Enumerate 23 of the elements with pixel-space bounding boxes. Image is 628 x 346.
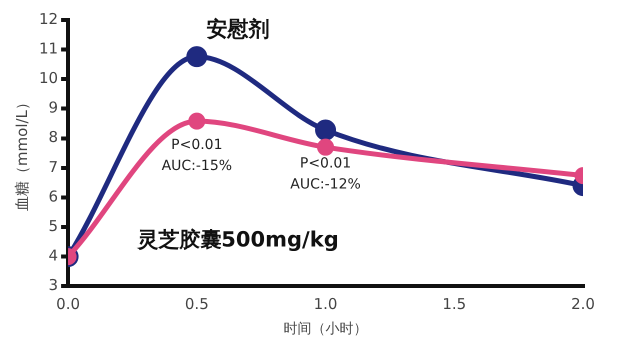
y-tick-label: 5: [48, 216, 58, 235]
y-tick-label: 12: [38, 10, 58, 28]
x-tick-label: 1.5: [442, 295, 466, 314]
y-tick-label: 8: [48, 128, 58, 146]
y-tick-label: 7: [48, 158, 58, 176]
annotation: P<0.01: [300, 155, 352, 172]
x-tick-label: 0.0: [56, 295, 80, 314]
y-tick-label: 9: [48, 98, 58, 117]
annotation: P<0.01: [171, 136, 222, 153]
y-tick-label: 6: [48, 187, 58, 206]
x-axis-title: 时间（小时）: [284, 321, 368, 338]
y-tick-label: 4: [48, 246, 58, 265]
annotation: AUC:-15%: [162, 158, 232, 174]
x-tick-label: 0.5: [184, 295, 209, 314]
x-tick-label: 1.0: [314, 295, 338, 314]
annotation: AUC:-12%: [290, 176, 361, 193]
y-tick-label: 3: [48, 276, 58, 294]
series-label: 安慰剂: [206, 17, 270, 42]
y-axis-title: 血糖（mmol/L）: [12, 95, 31, 212]
y-tick-label: 10: [38, 69, 58, 88]
x-tick-label: 2.0: [571, 295, 595, 314]
series-label: 灵芝胶囊500mg/kg: [137, 227, 339, 252]
y-tick-label: 11: [38, 39, 58, 58]
